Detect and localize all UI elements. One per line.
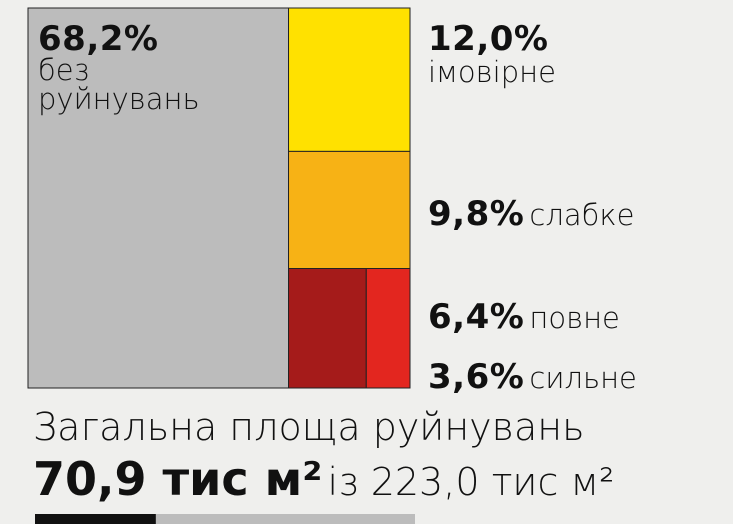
summary-title: Загальна площа руйнувань — [33, 405, 585, 449]
value-label: 6,4% — [428, 297, 525, 337]
treemap-cell — [288, 7, 411, 152]
label-group: 9,8% слабке — [428, 197, 634, 231]
treemap-cell — [288, 150, 411, 270]
category-label: повне — [529, 301, 620, 335]
label-group: 3,6% сильне — [428, 360, 637, 394]
label-group: 6,4% повне — [428, 300, 620, 334]
value-label: 9,8% — [428, 194, 525, 234]
category-label: слабке — [529, 198, 635, 232]
value-label: 3,6% — [428, 357, 525, 397]
category-label: сильне — [529, 361, 637, 395]
category-label: імовірне — [428, 55, 556, 89]
summary-line: 70,9 тис м² із 223,0 тис м² — [33, 452, 614, 506]
damaged-area: 70,9 тис м² — [33, 452, 323, 506]
label-group: 12,0% імовірне — [428, 22, 556, 87]
total-area: із 223,0 тис м² — [327, 460, 615, 504]
treemap-cell — [365, 268, 411, 389]
category-label: без руйнувань — [38, 53, 200, 116]
treemap-cell — [27, 7, 290, 389]
damaged-bar — [35, 514, 156, 524]
treemap-cell — [288, 268, 367, 389]
total-bar — [35, 514, 415, 524]
value-label: 12,0% — [428, 19, 549, 59]
label-group: 68,2% без руйнувань — [38, 22, 253, 114]
value-label: 68,2% — [38, 19, 159, 59]
